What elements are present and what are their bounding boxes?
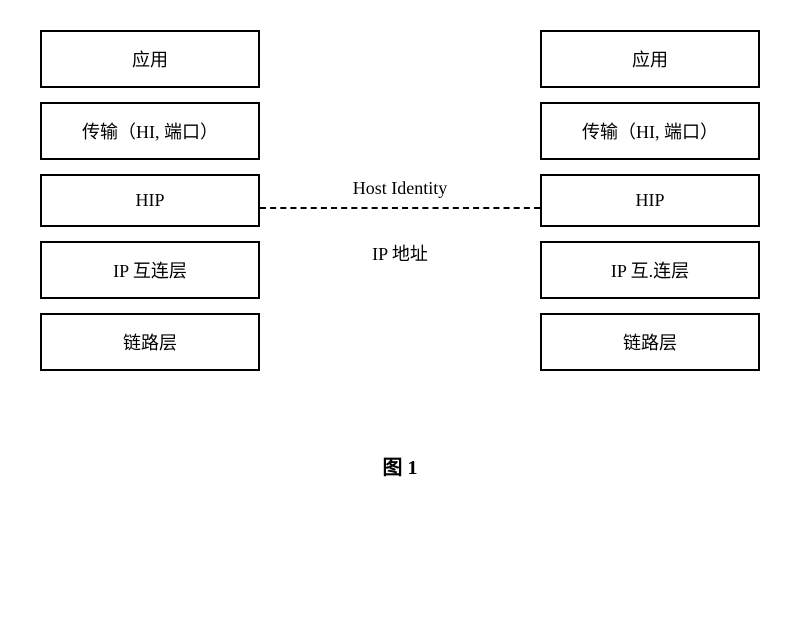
right-layer-ip: IP 互.连层: [540, 241, 760, 299]
center-connector-area: Host Identity IP 地址: [260, 30, 540, 371]
left-layer-application: 应用: [40, 30, 260, 88]
hip-layer-diagram: 应用 传输（HI, 端口） HIP IP 互连层 链路层 Host Identi…: [40, 30, 760, 371]
host-identity-label: Host Identity: [260, 178, 540, 199]
right-layer-link: 链路层: [540, 313, 760, 371]
ip-address-label: IP 地址: [260, 240, 540, 266]
right-stack: 应用 传输（HI, 端口） HIP IP 互.连层 链路层: [540, 30, 760, 371]
hip-dashed-connector: [260, 207, 540, 209]
left-stack: 应用 传输（HI, 端口） HIP IP 互连层 链路层: [40, 30, 260, 371]
left-layer-ip: IP 互连层: [40, 241, 260, 299]
figure-number-label: 图 1: [40, 451, 760, 480]
right-layer-application: 应用: [540, 30, 760, 88]
right-layer-hip: HIP: [540, 174, 760, 227]
left-layer-hip: HIP: [40, 174, 260, 227]
right-layer-transport: 传输（HI, 端口）: [540, 102, 760, 160]
left-layer-transport: 传输（HI, 端口）: [40, 102, 260, 160]
left-layer-link: 链路层: [40, 313, 260, 371]
